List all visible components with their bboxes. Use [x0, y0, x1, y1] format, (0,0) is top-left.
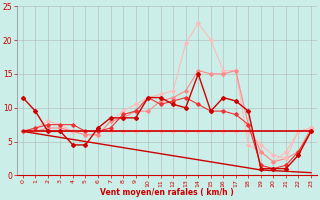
X-axis label: Vent moyen/en rafales ( km/h ): Vent moyen/en rafales ( km/h ): [100, 188, 234, 197]
